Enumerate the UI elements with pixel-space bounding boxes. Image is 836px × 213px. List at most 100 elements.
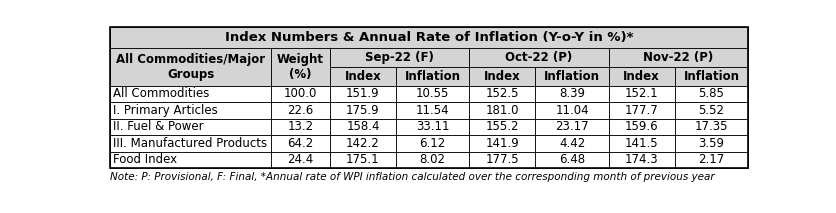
Text: 174.3: 174.3 — [624, 154, 658, 167]
Text: 64.2: 64.2 — [287, 137, 314, 150]
Bar — [110, 119, 271, 135]
Bar — [535, 152, 608, 168]
Text: 2.17: 2.17 — [697, 154, 724, 167]
Bar — [329, 67, 395, 86]
Text: All Commodities: All Commodities — [113, 88, 209, 101]
Text: 141.5: 141.5 — [624, 137, 658, 150]
Bar — [674, 102, 747, 119]
Text: Inflation: Inflation — [543, 70, 599, 83]
Bar — [110, 86, 271, 102]
Text: 152.1: 152.1 — [624, 88, 658, 101]
Text: Inflation: Inflation — [404, 70, 460, 83]
Text: Index: Index — [344, 70, 381, 83]
Text: Nov-22 (P): Nov-22 (P) — [643, 51, 712, 64]
Bar — [110, 27, 747, 48]
Text: I. Primary Articles: I. Primary Articles — [113, 104, 217, 117]
Bar — [395, 86, 469, 102]
Bar — [110, 152, 271, 168]
Text: Food Index: Food Index — [113, 154, 177, 167]
Bar — [271, 119, 329, 135]
Text: 24.4: 24.4 — [287, 154, 314, 167]
Bar — [608, 67, 674, 86]
Bar — [674, 119, 747, 135]
Bar — [271, 152, 329, 168]
Text: 4.42: 4.42 — [558, 137, 584, 150]
Bar — [608, 135, 674, 152]
Bar — [608, 152, 674, 168]
Text: 141.9: 141.9 — [485, 137, 518, 150]
Text: 177.5: 177.5 — [485, 154, 518, 167]
Text: All Commodities/Major
Groups: All Commodities/Major Groups — [116, 53, 265, 81]
Bar — [329, 48, 469, 67]
Text: 13.2: 13.2 — [287, 121, 314, 134]
Text: Index: Index — [623, 70, 660, 83]
Bar — [110, 48, 271, 86]
Text: 8.02: 8.02 — [419, 154, 445, 167]
Bar — [110, 27, 747, 168]
Text: Index Numbers & Annual Rate of Inflation (Y-o-Y in %)*: Index Numbers & Annual Rate of Inflation… — [224, 31, 633, 44]
Bar — [395, 102, 469, 119]
Bar — [535, 67, 608, 86]
Text: Weight
(%): Weight (%) — [277, 53, 324, 81]
Bar — [535, 119, 608, 135]
Text: Oct-22 (P): Oct-22 (P) — [505, 51, 572, 64]
Bar — [271, 86, 329, 102]
Bar — [469, 135, 535, 152]
Bar — [469, 86, 535, 102]
Bar — [674, 152, 747, 168]
Bar — [535, 86, 608, 102]
Bar — [469, 102, 535, 119]
Text: Inflation: Inflation — [683, 70, 738, 83]
Bar — [469, 67, 535, 86]
Bar — [395, 119, 469, 135]
Text: 6.48: 6.48 — [558, 154, 584, 167]
Bar — [271, 102, 329, 119]
Text: 8.39: 8.39 — [558, 88, 584, 101]
Bar — [110, 135, 271, 152]
Text: 11.04: 11.04 — [554, 104, 589, 117]
Text: 3.59: 3.59 — [697, 137, 724, 150]
Text: 155.2: 155.2 — [485, 121, 518, 134]
Text: II. Fuel & Power: II. Fuel & Power — [113, 121, 203, 134]
Bar — [329, 86, 395, 102]
Text: 159.6: 159.6 — [624, 121, 658, 134]
Bar — [271, 48, 329, 86]
Bar — [608, 119, 674, 135]
Text: 33.11: 33.11 — [415, 121, 449, 134]
Bar — [469, 119, 535, 135]
Bar — [469, 152, 535, 168]
Bar — [608, 48, 747, 67]
Bar — [469, 48, 608, 67]
Bar — [674, 67, 747, 86]
Bar — [329, 102, 395, 119]
Text: 175.1: 175.1 — [346, 154, 380, 167]
Bar — [329, 119, 395, 135]
Text: 22.6: 22.6 — [287, 104, 314, 117]
Bar — [535, 102, 608, 119]
Bar — [395, 135, 469, 152]
Text: 100.0: 100.0 — [283, 88, 317, 101]
Text: 177.7: 177.7 — [624, 104, 658, 117]
Text: Index: Index — [483, 70, 520, 83]
Text: 151.9: 151.9 — [346, 88, 380, 101]
Bar — [535, 135, 608, 152]
Bar — [395, 152, 469, 168]
Text: III. Manufactured Products: III. Manufactured Products — [113, 137, 267, 150]
Bar — [329, 152, 395, 168]
Text: 5.85: 5.85 — [698, 88, 723, 101]
Bar — [395, 67, 469, 86]
Text: 152.5: 152.5 — [485, 88, 518, 101]
Text: 175.9: 175.9 — [346, 104, 380, 117]
Text: 17.35: 17.35 — [694, 121, 727, 134]
Bar — [608, 102, 674, 119]
Bar — [674, 135, 747, 152]
Text: Note: P: Provisional, F: Final, *Annual rate of WPI inflation calculated over th: Note: P: Provisional, F: Final, *Annual … — [110, 171, 714, 181]
Bar — [110, 102, 271, 119]
Text: 158.4: 158.4 — [346, 121, 380, 134]
Text: 181.0: 181.0 — [485, 104, 518, 117]
Text: 10.55: 10.55 — [415, 88, 449, 101]
Text: 11.54: 11.54 — [415, 104, 449, 117]
Bar — [608, 86, 674, 102]
Text: 5.52: 5.52 — [697, 104, 724, 117]
Bar — [329, 135, 395, 152]
